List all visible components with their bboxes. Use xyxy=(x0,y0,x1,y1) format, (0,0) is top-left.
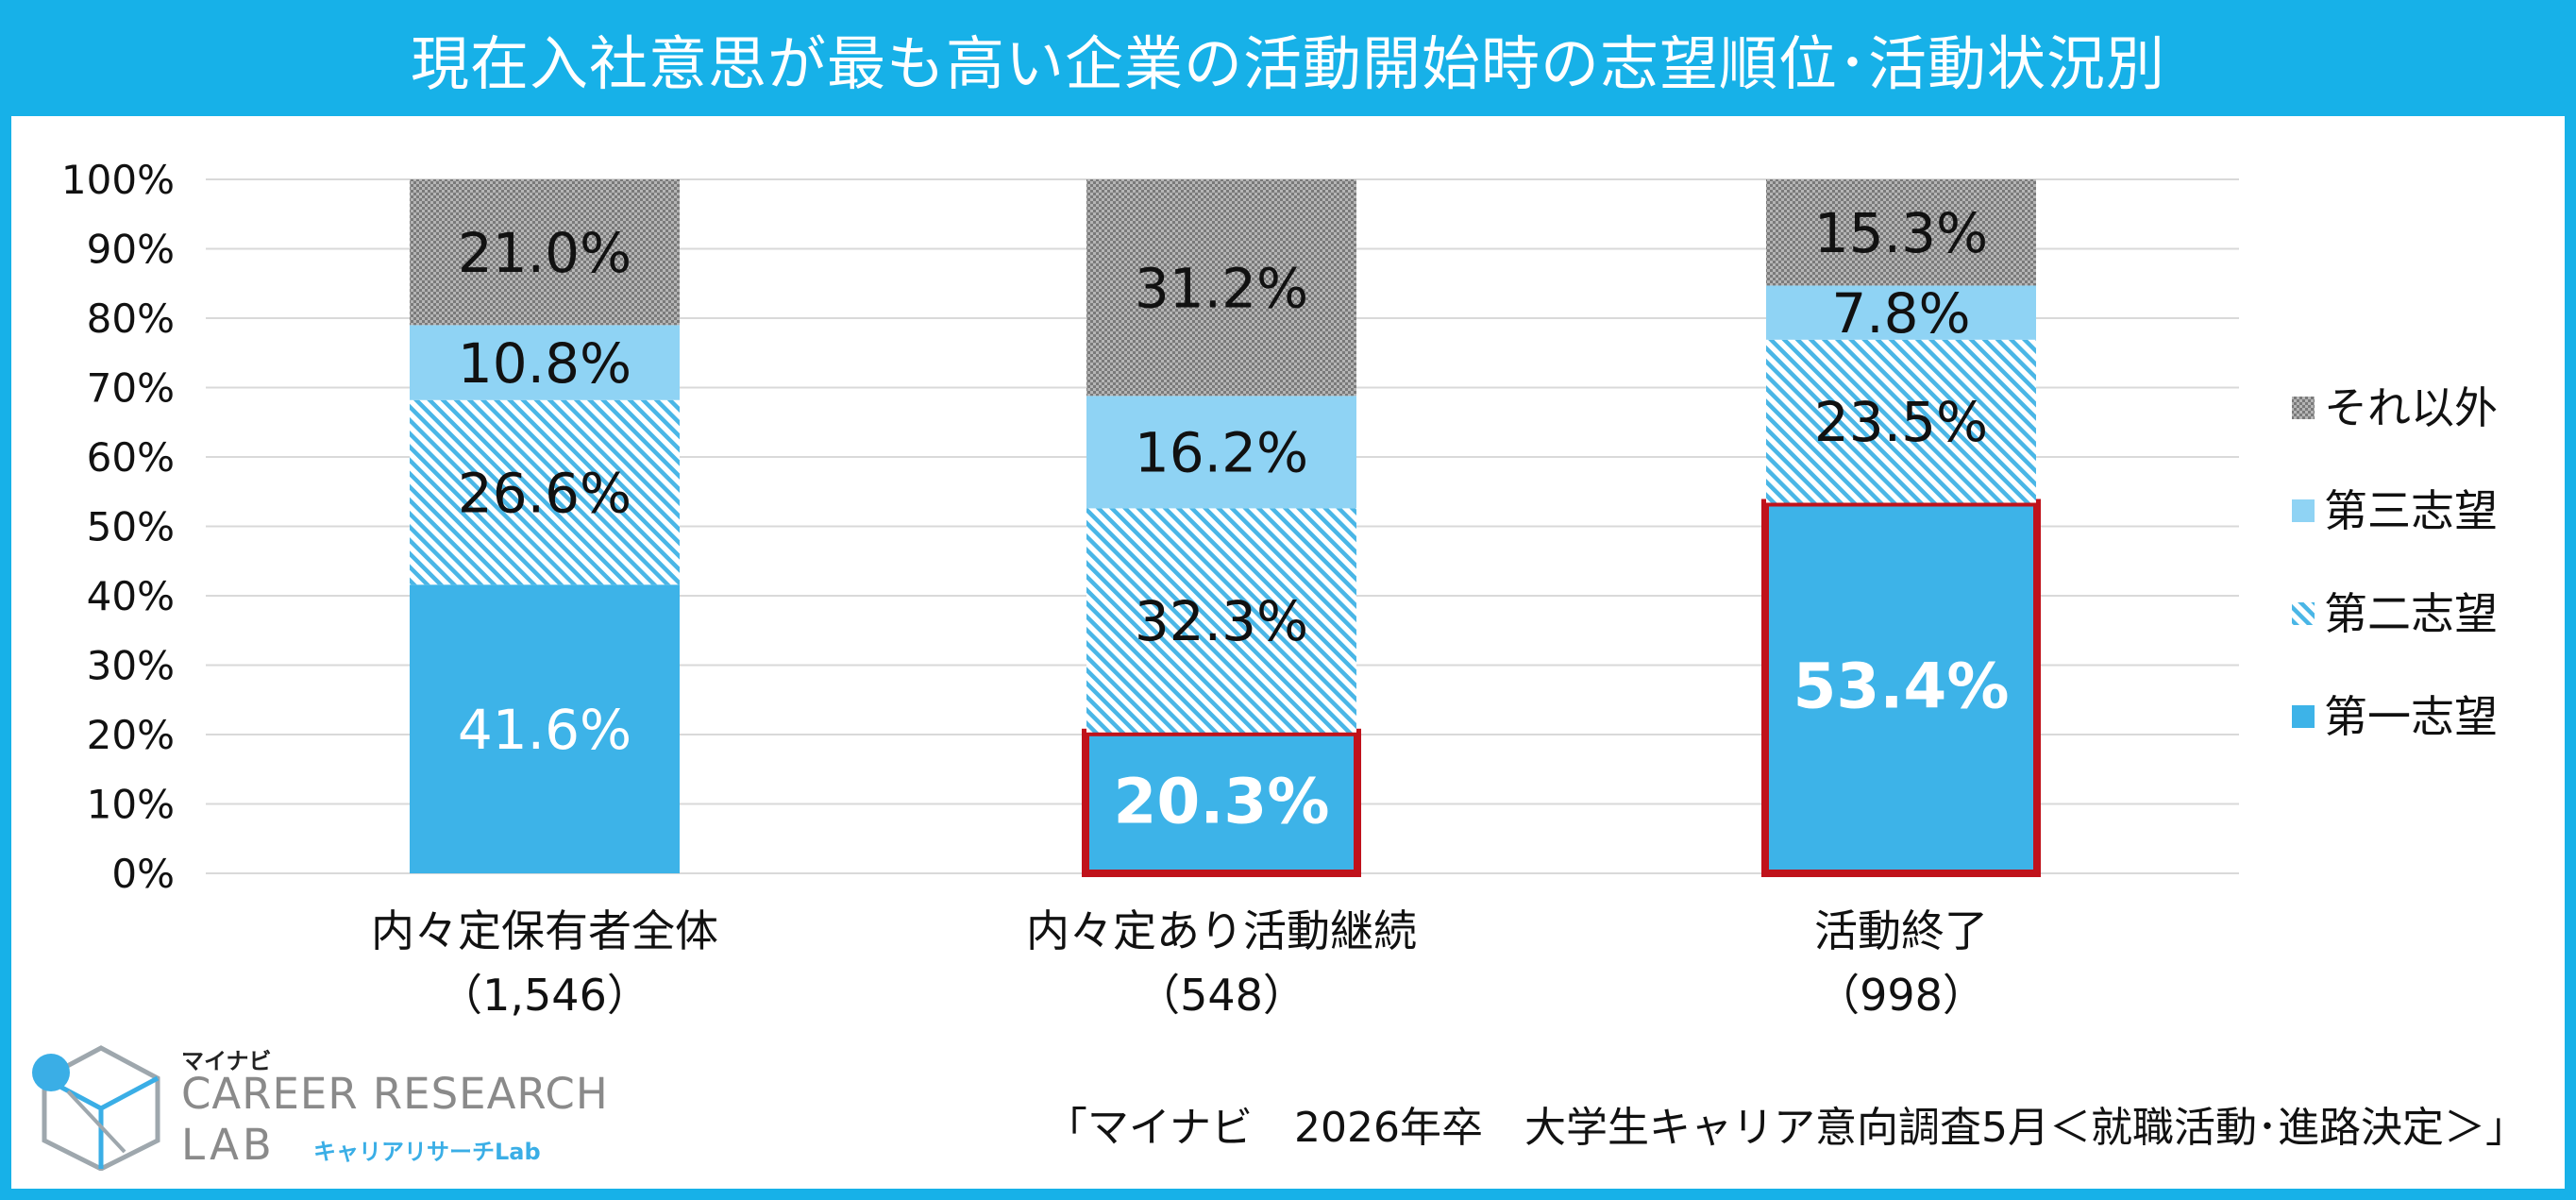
chart-title: 現在入社意思が最も高い企業の活動開始時の志望順位･活動状況別 xyxy=(410,28,2165,98)
data-label: 41.6% xyxy=(458,698,631,762)
y-tick-label: 100% xyxy=(61,157,175,203)
logo-kana: マイナビ xyxy=(181,1048,272,1074)
data-labels: 41.6% 26.6% 10.8% 21.0% 20.3% 32.3% 16.2% 31.2%… xyxy=(458,201,2010,837)
legend-swatch xyxy=(2292,397,2315,419)
legend-label: 第二志望 xyxy=(2324,588,2498,639)
y-axis: 0% 10% 20% 30% 40% 50% 60% 70% 80% 90% 100% xyxy=(61,157,175,897)
bar-segment xyxy=(1086,396,1356,509)
logo-career-research: CAREER RESEARCH xyxy=(181,1069,609,1119)
logo-subtitle: キャリアリサーチLab xyxy=(313,1139,541,1165)
bar-segment xyxy=(1086,179,1356,397)
bar-segment xyxy=(1766,502,2036,873)
bar-segment xyxy=(1766,285,2036,340)
bar-segment xyxy=(1766,339,2036,503)
bar-segment xyxy=(410,325,680,400)
y-tick-label: 60% xyxy=(87,434,175,481)
title-bar: 現在入社意思が最も高い企業の活動開始時の志望順位･活動状況別 xyxy=(0,0,2576,116)
bar-segment xyxy=(1086,508,1356,733)
legend-swatch xyxy=(2292,602,2315,625)
bars xyxy=(410,179,2041,877)
bar-segment xyxy=(1766,179,2036,286)
y-tick-label: 70% xyxy=(87,365,175,412)
y-tick-label: 50% xyxy=(87,504,175,550)
data-label: 10.8% xyxy=(458,331,631,396)
bar-segment xyxy=(1086,732,1356,873)
x-tick-count: （548） xyxy=(1136,970,1306,1021)
data-label: 23.5% xyxy=(1814,390,1988,454)
y-tick-label: 90% xyxy=(87,227,175,273)
legend-swatch xyxy=(2292,705,2315,728)
data-label: 20.3% xyxy=(1114,765,1330,837)
bar-segment xyxy=(410,584,680,873)
data-label: 21.0% xyxy=(458,221,631,285)
cube-logo-icon xyxy=(32,1045,160,1171)
y-tick-label: 0% xyxy=(111,851,175,897)
x-tick-count: （1,546） xyxy=(439,970,650,1021)
data-label: 31.2% xyxy=(1135,257,1308,321)
y-tick-label: 40% xyxy=(87,573,175,619)
x-tick-label: 内々定あり活動継続 xyxy=(1026,905,1417,956)
x-tick-label: 活動終了 xyxy=(1814,905,1988,956)
y-tick-label: 20% xyxy=(87,712,175,758)
data-label: 26.6% xyxy=(458,461,631,525)
bar-segment xyxy=(410,399,680,585)
legend-label: それ以外 xyxy=(2324,382,2498,433)
y-tick-label: 30% xyxy=(87,643,175,689)
source-note: 「マイナビ 2026年卒 大学生キャリア意向調査5月＜就職活動･進路決定＞」 xyxy=(1045,1104,2527,1152)
x-tick-label: 内々定保有者全体 xyxy=(371,905,718,956)
y-tick-label: 80% xyxy=(87,296,175,342)
data-label: 15.3% xyxy=(1814,201,1988,265)
legend-swatch xyxy=(2292,499,2315,522)
x-axis: 内々定保有者全体 （1,546） 内々定あり活動継続 （548） 活動終了 （998） xyxy=(371,905,1988,1021)
y-tick-label: 10% xyxy=(87,782,175,828)
bar-segment xyxy=(410,179,680,326)
data-label: 53.4% xyxy=(1793,651,2010,723)
data-label: 7.8% xyxy=(1831,281,1970,346)
data-label: 32.3% xyxy=(1135,589,1308,653)
logo-lab: LAB xyxy=(181,1120,276,1170)
x-tick-count: （998） xyxy=(1816,970,1986,1021)
legend-label: 第三志望 xyxy=(2324,485,2498,536)
legend-label: 第一志望 xyxy=(2324,691,2498,742)
data-label: 16.2% xyxy=(1135,421,1308,485)
career-research-lab-logo: マイナビ CAREER RESEARCH LAB キャリアリサーチLab xyxy=(30,1039,644,1171)
